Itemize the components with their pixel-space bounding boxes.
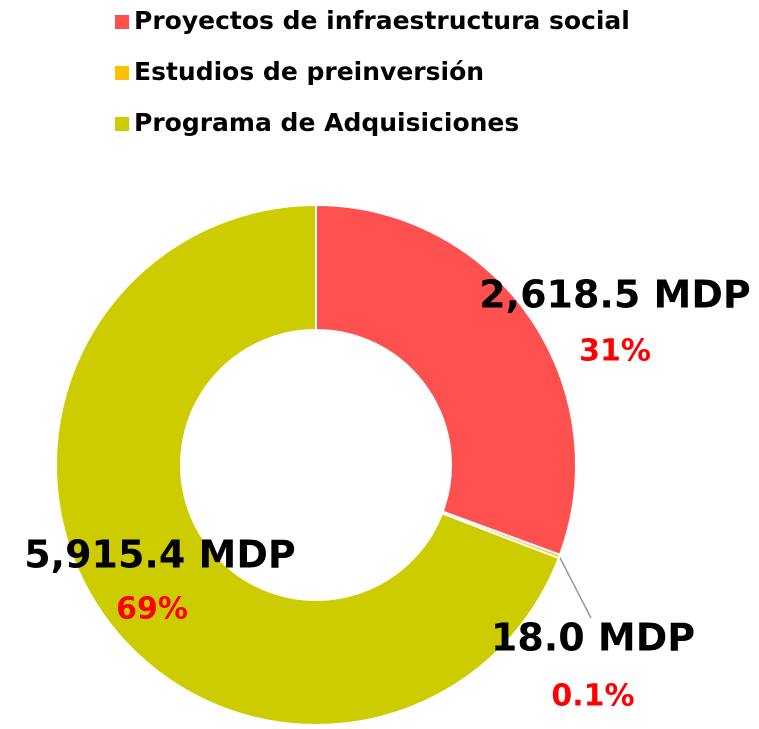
slice: [55, 203, 561, 726]
legend-label: Programa de Adquisiciones: [134, 108, 519, 137]
value-label: 2,618.5 MDP: [479, 273, 751, 317]
legend-label: Proyectos de infraestructura social: [134, 6, 630, 35]
value-label: 18.0 MDP: [491, 616, 695, 660]
leader-line: [556, 551, 592, 619]
percent-label: 69%: [116, 592, 188, 627]
percent-label: 0.1%: [551, 679, 634, 714]
slice: [315, 203, 577, 557]
legend-swatch: [115, 66, 129, 80]
value-label: 5,915.4 MDP: [24, 533, 296, 577]
legend-swatch: [115, 15, 129, 29]
legend-label: Estudios de preinversión: [134, 57, 484, 86]
legend-swatch: [115, 117, 129, 131]
percent-label: 31%: [579, 334, 651, 369]
